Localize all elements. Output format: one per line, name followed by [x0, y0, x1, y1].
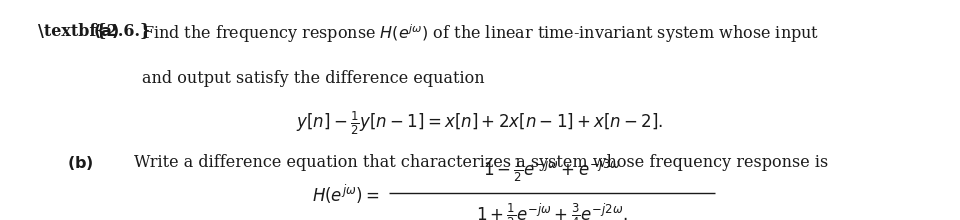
Text: \textbf{2.6.}: \textbf{2.6.}	[38, 22, 151, 39]
Text: $H(e^{j\omega}) =$: $H(e^{j\omega}) =$	[312, 183, 379, 206]
Text: and output satisfy the difference equation: and output satisfy the difference equati…	[142, 70, 485, 87]
Text: Write a difference equation that characterizes a system whose frequency response: Write a difference equation that charact…	[134, 154, 828, 171]
Text: $\mathbf{(b)}$: $\mathbf{(b)}$	[67, 154, 94, 172]
Text: $1 + \frac{1}{2}e^{-j\omega} + \frac{3}{4}e^{-j2\omega}.$: $1 + \frac{1}{2}e^{-j\omega} + \frac{3}{…	[476, 202, 628, 220]
Text: $y[n] - \frac{1}{2}y[n-1] = x[n] + 2x[n-1] + x[n-2].$: $y[n] - \frac{1}{2}y[n-1] = x[n] + 2x[n-…	[297, 110, 663, 138]
Text: Find the frequency response $H(e^{j\omega})$ of the linear time-invariant system: Find the frequency response $H(e^{j\omeg…	[142, 22, 819, 45]
Text: $\mathbf{(a)}$: $\mathbf{(a)}$	[93, 22, 119, 40]
Text: $1 - \frac{1}{2}e^{-j\omega} + e^{-j3\omega}$: $1 - \frac{1}{2}e^{-j\omega} + e^{-j3\om…	[483, 156, 621, 185]
